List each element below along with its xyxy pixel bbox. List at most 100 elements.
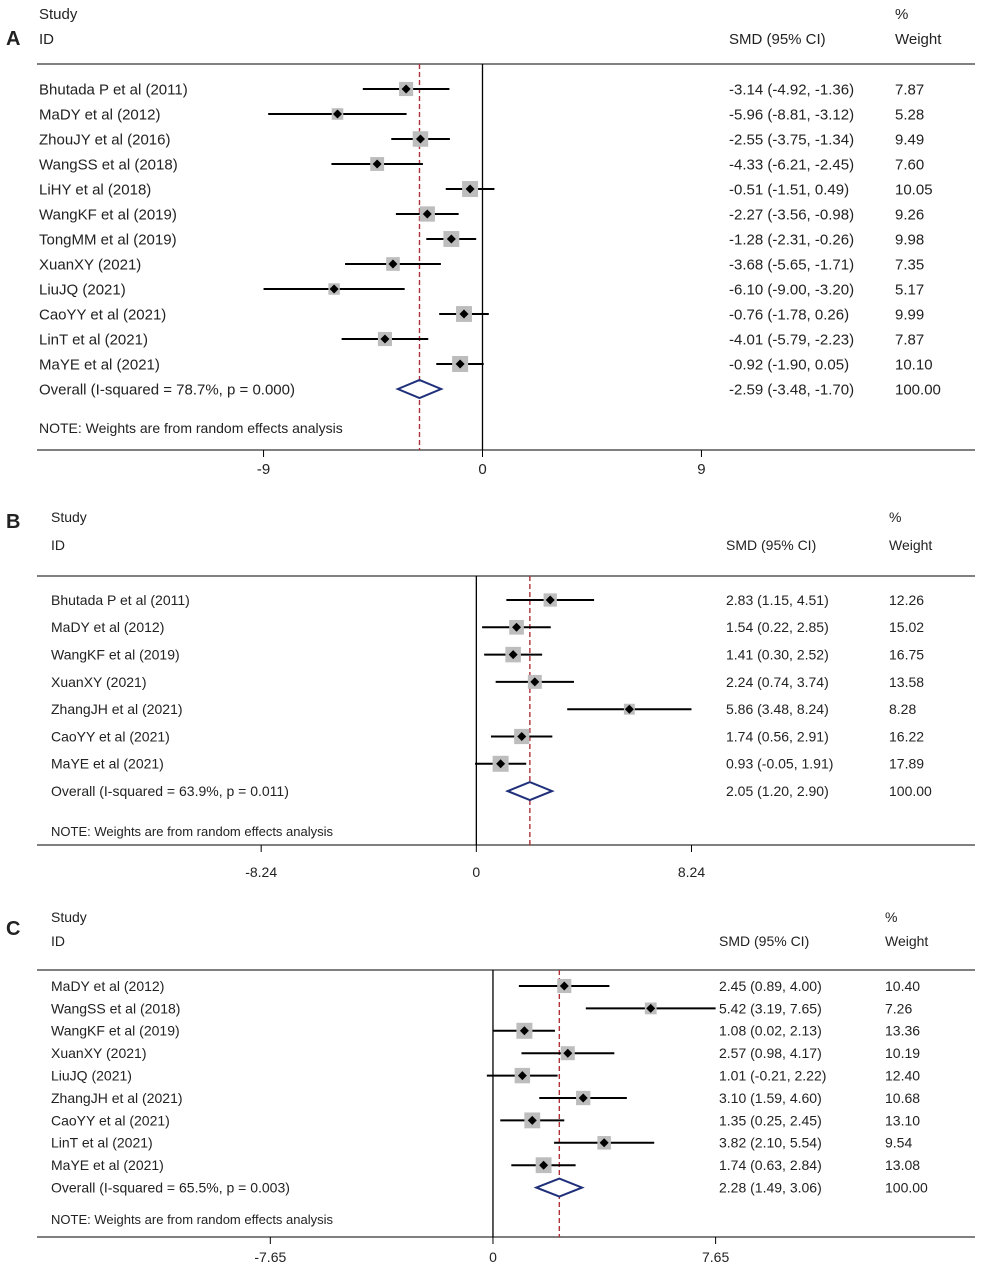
point-estimate-marker	[578, 1093, 588, 1103]
point-estimate-marker	[545, 595, 555, 605]
study-label: MaDY et al (2012)	[39, 106, 160, 123]
header-study: Study	[51, 909, 87, 925]
ci-value: 1.41 (0.30, 2.52)	[726, 647, 829, 663]
study-label: CaoYY et al (2021)	[51, 728, 170, 744]
header-study: Study	[51, 509, 87, 525]
weight-value: 7.87	[895, 81, 924, 98]
weight-value: 17.89	[889, 756, 924, 772]
ci-value: -5.96 (-8.81, -3.12)	[729, 106, 854, 123]
ci-value: -4.01 (-5.79, -2.23)	[729, 331, 854, 348]
ci-value: -1.28 (-2.31, -0.26)	[729, 231, 854, 248]
ci-value: 5.86 (3.48, 8.24)	[726, 701, 829, 717]
header-study: Study	[39, 6, 78, 23]
study-label: TongMM et al (2019)	[39, 231, 177, 248]
point-estimate-marker	[465, 184, 475, 194]
study-label: LiuJQ (2021)	[51, 1068, 132, 1084]
header-weight: Weight	[895, 31, 942, 48]
point-estimate-marker	[446, 234, 456, 244]
ci-value: 1.01 (-0.21, 2.22)	[719, 1068, 826, 1084]
study-label: WangSS et al (2018)	[39, 156, 178, 173]
weight-value: 13.08	[885, 1157, 920, 1173]
x-tick-label: 0	[489, 1249, 497, 1265]
study-label: MaDY et al (2012)	[51, 978, 164, 994]
weight-value: 7.35	[895, 256, 924, 273]
ci-value: -2.27 (-3.56, -0.98)	[729, 206, 854, 223]
header-id: ID	[51, 933, 65, 949]
ci-value: 2.57 (0.98, 4.17)	[719, 1045, 822, 1061]
overall-diamond	[533, 1177, 585, 1198]
ci-value: 1.35 (0.25, 2.45)	[719, 1112, 822, 1128]
study-label: ZhangJH et al (2021)	[51, 701, 183, 717]
ci-value: -3.14 (-4.92, -1.36)	[729, 81, 854, 98]
point-estimate-marker	[527, 1115, 537, 1125]
x-tick-label: -8.24	[245, 864, 277, 880]
header-id: ID	[39, 31, 54, 48]
point-estimate-marker	[459, 309, 469, 319]
point-estimate-marker	[599, 1138, 609, 1148]
weight-value: 10.10	[895, 356, 933, 373]
overall-weight-value: 100.00	[895, 381, 941, 398]
header-weight: Weight	[889, 537, 932, 553]
point-estimate-marker	[563, 1048, 573, 1058]
overall-label: Overall (I-squared = 65.5%, p = 0.003)	[51, 1180, 290, 1196]
study-label: LiuJQ (2021)	[39, 281, 126, 298]
study-label: WangKF et al (2019)	[51, 647, 180, 663]
study-label: ZhouJY et al (2016)	[39, 131, 170, 148]
ci-value: -0.76 (-1.78, 0.26)	[729, 306, 849, 323]
header-id: ID	[51, 537, 65, 553]
study-label: MaDY et al (2012)	[51, 619, 164, 635]
ci-value: 1.08 (0.02, 2.13)	[719, 1023, 822, 1039]
overall-ci-value: -2.59 (-3.48, -1.70)	[729, 381, 854, 398]
weight-value: 9.26	[895, 206, 924, 223]
weight-value: 5.17	[895, 281, 924, 298]
x-tick-label: -9	[257, 461, 270, 478]
point-estimate-marker	[380, 334, 390, 344]
weight-value: 9.49	[895, 131, 924, 148]
overall-label: Overall (I-squared = 63.9%, p = 0.011)	[51, 783, 289, 799]
weight-value: 16.22	[889, 728, 924, 744]
weight-value: 9.99	[895, 306, 924, 323]
ci-value: 0.93 (-0.05, 1.91)	[726, 756, 833, 772]
overall-ci-value: 2.05 (1.20, 2.90)	[726, 783, 829, 799]
study-label: Bhutada P et al (2011)	[39, 81, 188, 98]
header-effect: SMD (95% CI)	[729, 31, 826, 48]
note-text: NOTE: Weights are from random effects an…	[51, 1212, 334, 1227]
point-estimate-marker	[530, 677, 540, 687]
weight-value: 13.58	[889, 674, 924, 690]
ci-value: 3.82 (2.10, 5.54)	[719, 1135, 822, 1151]
header-weight: Weight	[885, 933, 928, 949]
ci-value: 2.45 (0.89, 4.00)	[719, 978, 822, 994]
point-estimate-marker	[624, 704, 634, 714]
weight-value: 8.28	[889, 701, 916, 717]
ci-value: -2.55 (-3.75, -1.34)	[729, 131, 854, 148]
point-estimate-marker	[496, 759, 506, 769]
weight-value: 10.05	[895, 181, 933, 198]
weight-value: 16.75	[889, 647, 924, 663]
study-label: MaYE et al (2021)	[39, 356, 160, 373]
weight-value: 7.60	[895, 156, 924, 173]
overall-weight-value: 100.00	[889, 783, 932, 799]
point-estimate-marker	[512, 622, 522, 632]
panel-label: B	[6, 511, 20, 533]
note-text: NOTE: Weights are from random effects an…	[51, 824, 334, 839]
x-tick-label: 8.24	[678, 864, 705, 880]
weight-value: 7.26	[885, 1000, 912, 1016]
point-estimate-marker	[415, 134, 425, 144]
x-tick-label: 0	[478, 461, 486, 478]
weight-value: 12.40	[885, 1068, 920, 1084]
point-estimate-marker	[422, 209, 432, 219]
point-estimate-marker	[372, 159, 382, 169]
ci-value: 3.10 (1.59, 4.60)	[719, 1090, 822, 1106]
overall-diamond	[505, 781, 555, 802]
weight-value: 5.28	[895, 106, 924, 123]
study-label: LiHY et al (2018)	[39, 181, 151, 198]
point-estimate-marker	[401, 84, 411, 94]
point-estimate-marker	[559, 981, 569, 991]
study-label: XuanXY (2021)	[51, 1045, 146, 1061]
weight-value: 10.19	[885, 1045, 920, 1061]
overall-ci-value: 2.28 (1.49, 3.06)	[719, 1180, 822, 1196]
note-text: NOTE: Weights are from random effects an…	[39, 420, 343, 436]
point-estimate-marker	[517, 732, 527, 741]
study-label: LinT et al (2021)	[51, 1135, 153, 1151]
